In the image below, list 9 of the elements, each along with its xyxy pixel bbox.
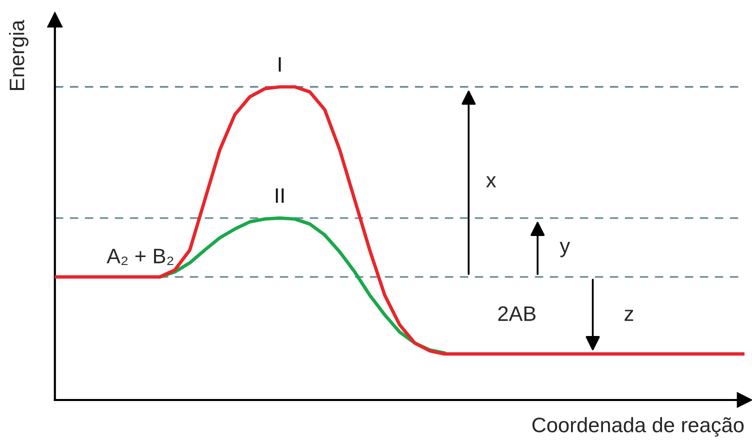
series-label: I <box>278 57 281 72</box>
series-label: II <box>276 188 284 203</box>
annotation: z <box>624 310 634 321</box>
annotation: 2AB <box>498 306 536 321</box>
annotation: A₂ + B₂ <box>106 248 174 265</box>
x-axis-title: Coordenada de reação <box>532 417 744 437</box>
y-axis-title: Energia <box>9 20 28 90</box>
annotation: y <box>560 242 570 258</box>
annotation: x <box>486 176 496 188</box>
